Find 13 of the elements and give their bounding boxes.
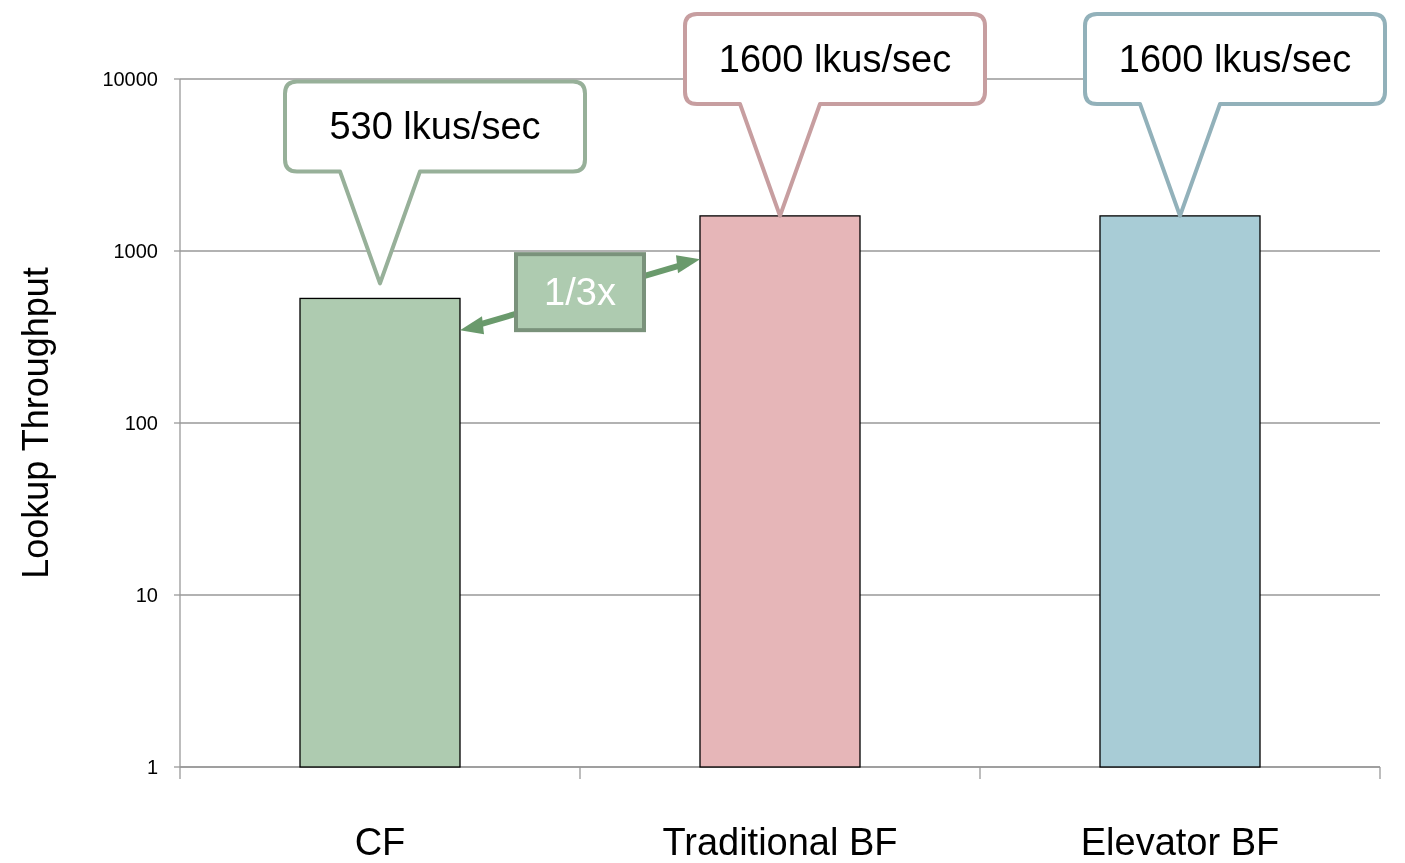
y-tick-label: 10000 (102, 68, 158, 90)
x-tick-label: Elevator BF (1080, 821, 1280, 863)
y-tick-label: 10 (135, 584, 158, 606)
annotation: 1600 lkus/sec (718, 37, 952, 80)
y-tick-label: 1000 (113, 240, 158, 262)
y-axis-title: Lookup Throughput (15, 267, 56, 579)
annotation: 530 lkus/sec (329, 105, 541, 148)
y-tick-label: 100 (124, 412, 158, 434)
y-tick-label: 1 (146, 756, 158, 778)
x-tick-label: CF (354, 821, 406, 863)
x-tick-label: Traditional BF (662, 821, 898, 863)
annotation: 1/3x (544, 271, 616, 314)
annotation: 1600 lkus/sec (1118, 37, 1352, 80)
